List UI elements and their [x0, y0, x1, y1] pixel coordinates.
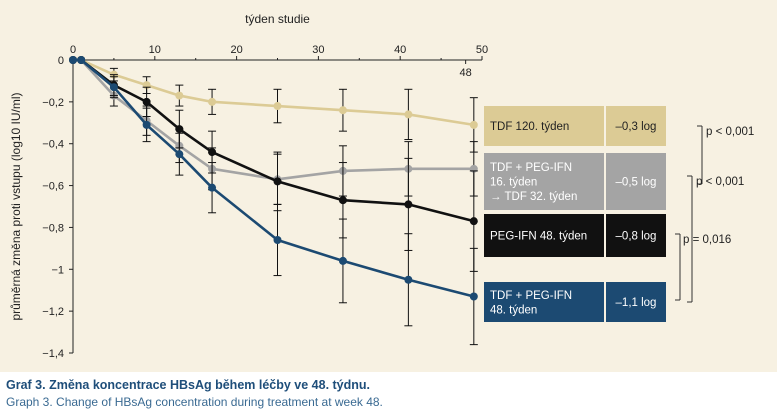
y-tick-label: −1,4 [42, 348, 64, 360]
x-tick-label: 20 [230, 44, 242, 56]
legend-value-box [606, 153, 666, 210]
series-layer [69, 56, 478, 346]
legend-item-2: PEG-IFN 48. týden –0,8 log [484, 214, 666, 257]
y-tick-label: −0,4 [42, 139, 64, 151]
data-point [208, 183, 217, 192]
data-point [404, 110, 413, 119]
data-point [404, 275, 413, 284]
p-value-brackets: p < 0,001 p < 0,001 p = 0,016 [675, 125, 754, 303]
data-point [273, 235, 282, 244]
legend-value-box [606, 106, 666, 146]
data-point [338, 106, 347, 115]
y-axis-title: průměrná změna proti vstupu (log10 IU/ml… [9, 92, 23, 320]
data-point [273, 177, 282, 186]
series-2 [69, 56, 478, 272]
legend-value-text: –1,1 log [616, 297, 657, 309]
legend-name-text: PEG-IFN 48. týden [490, 231, 587, 243]
data-point [175, 91, 184, 100]
x-axis-title: týden studie [245, 12, 310, 26]
series-3 [69, 56, 478, 346]
y-tick-label: −0,8 [42, 222, 64, 234]
data-point [77, 56, 86, 64]
legend-item-0: TDF 120. týden –0,3 log [484, 106, 666, 146]
data-point [109, 83, 118, 92]
legend-value-text: –0,5 log [616, 177, 657, 189]
data-point [469, 120, 478, 129]
x-tick-label: 10 [149, 44, 161, 56]
x-tick-label: 30 [312, 44, 324, 56]
legend-value-box [606, 214, 666, 257]
series-line [73, 58, 475, 298]
series-line [73, 58, 474, 181]
legend-name-box [484, 153, 604, 210]
p-value-label: p < 0,001 [706, 126, 754, 138]
data-point [273, 102, 282, 111]
legend-name-box [484, 214, 604, 257]
data-point [469, 292, 478, 301]
caption-english: Graph 3. Change of HBsAg concentration d… [6, 395, 383, 409]
legend-name-text: TDF 120. týden [490, 121, 569, 133]
legend-item-1: TDF + PEG-IFN 16. týden → TDF 32. týden –0,… [484, 153, 666, 210]
y-tick-label: −0,6 [42, 181, 64, 193]
series-line [73, 58, 475, 223]
data-point [69, 56, 77, 64]
legend-name-text: 16. týden [490, 177, 537, 189]
legend-name-box [484, 106, 604, 146]
legend-name-text: TDF + PEG-IFN [490, 290, 572, 302]
data-point [208, 148, 217, 157]
data-point [175, 150, 184, 159]
data-point [142, 120, 151, 129]
data-point [208, 97, 217, 106]
data-point [338, 256, 347, 265]
series-line [73, 58, 475, 127]
p-value-label: p = 0,016 [683, 234, 731, 246]
series-1 [69, 56, 478, 205]
data-point [404, 200, 413, 209]
legend-item-3: TDF + PEG-IFN 48. týden –1,1 log [484, 282, 666, 322]
y-tick-label: −1,2 [42, 306, 64, 318]
legend-value-text: –0,3 log [616, 121, 657, 133]
legend-name-text: → TDF 32. týden [490, 191, 577, 203]
y-tick-label: 0 [58, 55, 64, 67]
y-tick-label: −1 [51, 264, 64, 276]
legend-layer: TDF 120. týden –0,3 log TDF + PEG-IFN 16. t… [484, 106, 666, 322]
p-value-label: p < 0,001 [696, 176, 744, 188]
legend-name-text: 48. týden [490, 304, 537, 316]
x-tick-label: 50 [476, 44, 488, 56]
x-tick-label-48: 48 [460, 67, 472, 79]
data-point [175, 125, 184, 134]
x-tick-label: 40 [394, 44, 406, 56]
caption: Graf 3. Změna koncentrace HBsAg během lé… [6, 377, 771, 411]
line-chart: 0 10 20 30 40 50 48 0 −0,2 −0,4 −0,6 −0,8 −1 −1,2 −1,4… [9, 12, 754, 360]
caption-czech: Graf 3. Změna koncentrace HBsAg během lé… [6, 378, 371, 392]
y-tick-label: −0,2 [42, 97, 64, 109]
legend-value-text: –0,8 log [616, 231, 657, 243]
legend-name-text: TDF + PEG-IFN [490, 162, 572, 174]
legend-value-box [606, 282, 666, 322]
series-0 [69, 56, 478, 153]
data-point [142, 97, 151, 106]
axes: 0 10 20 30 40 50 48 0 −0,2 −0,4 −0,6 −0,8 −1 −1,2 −1,4… [9, 12, 488, 360]
data-point [469, 217, 478, 226]
x-tick-label: 0 [70, 44, 76, 56]
data-point [338, 196, 347, 205]
legend-name-box [484, 282, 604, 322]
